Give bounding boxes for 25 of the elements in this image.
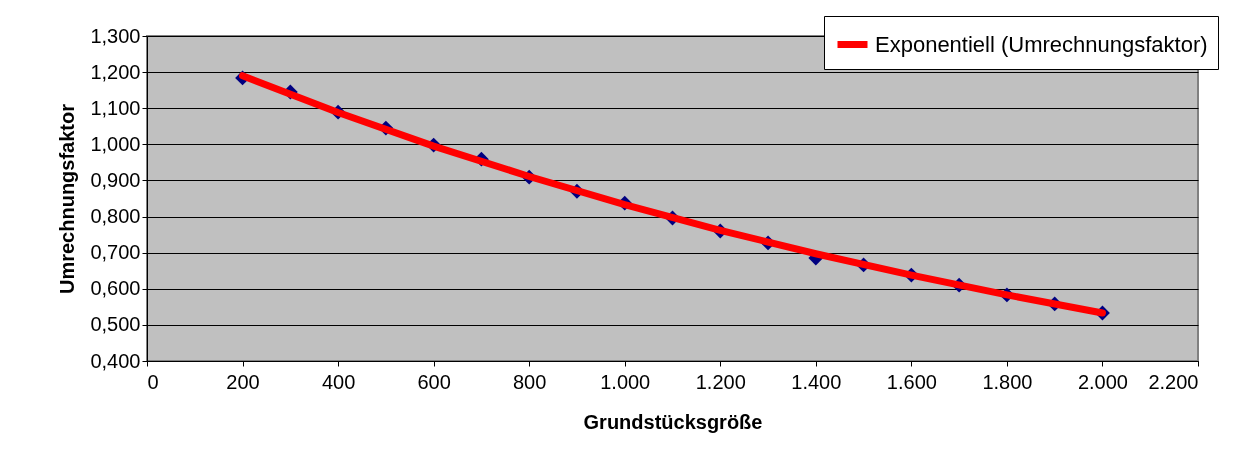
x-tick-label: 1.600 (886, 370, 937, 393)
x-tick-label: 400 (321, 370, 356, 393)
y-axis-title: Umrechnungsfaktor (56, 103, 79, 295)
x-tick-label: 1.000 (600, 370, 651, 393)
x-tick-label: 2.200 (1148, 370, 1199, 393)
legend-label: Exponentiell (Umrechnungsfaktor) (875, 31, 1208, 57)
x-tick-label: 1.400 (791, 370, 842, 393)
x-axis-title: Grundstücksgröße (583, 410, 763, 433)
y-tick-label: 1,200 (90, 60, 141, 83)
y-tick-label: 0,800 (90, 205, 141, 228)
y-tick-label: 0,400 (90, 349, 141, 372)
y-tick-label: 0,600 (90, 277, 141, 300)
y-tick-label: 1,100 (90, 96, 141, 119)
x-tick-label: 200 (226, 370, 260, 393)
x-tick-label: 2.000 (1077, 370, 1128, 393)
x-tick-label: 1.200 (695, 370, 746, 393)
y-tick-label: 0,500 (90, 313, 141, 336)
x-tick-label: 1.800 (982, 370, 1033, 393)
y-tick-label: 0,900 (90, 168, 141, 191)
y-tick-label: 1,000 (90, 132, 141, 155)
x-tick-label: 800 (512, 370, 547, 393)
x-tick-label: 0 (147, 370, 159, 393)
x-tick-label: 600 (417, 370, 451, 393)
y-tick-label: 1,300 (90, 24, 141, 47)
y-tick-label: 0,700 (90, 241, 141, 264)
